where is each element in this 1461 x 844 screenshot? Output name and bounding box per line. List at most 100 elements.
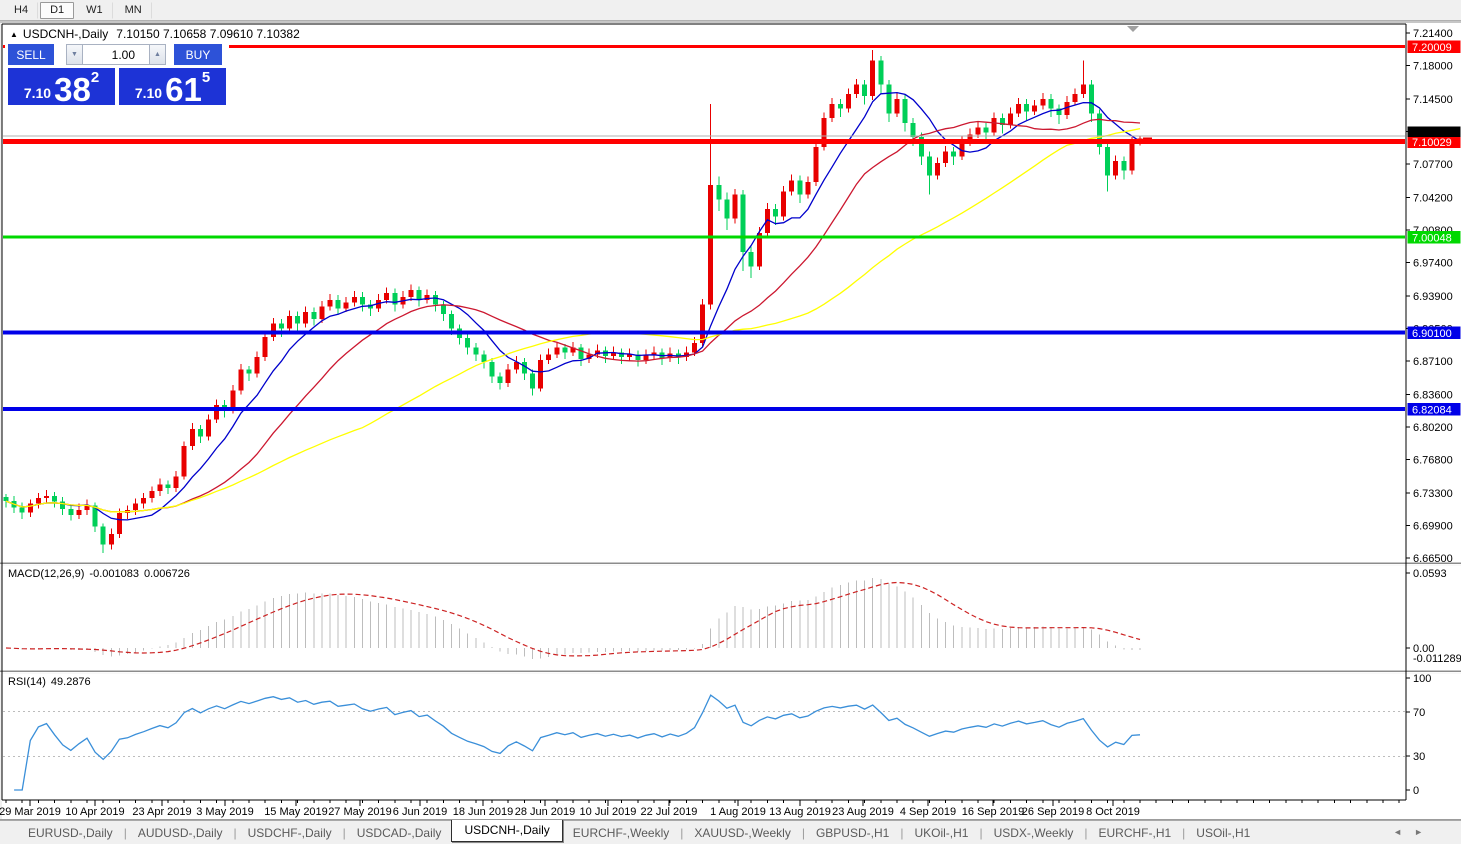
symbol-tab-ukoil-h1[interactable]: UKOil-,H1 bbox=[914, 825, 969, 840]
buy-price-small: 7.10 bbox=[134, 85, 163, 101]
symbol-tab-bar: EURUSD-,Daily | AUDUSD-,Daily | USDCHF-,Dail… bbox=[0, 819, 1461, 844]
rsi-value: 49.2876 bbox=[50, 676, 91, 688]
svg-text:7.20009: 7.20009 bbox=[1412, 42, 1452, 54]
volume-increase-button[interactable]: ▲ bbox=[149, 44, 166, 65]
symbol-tab-eurusd-daily[interactable]: EURUSD-,Daily bbox=[28, 825, 113, 840]
collapse-trade-panel-icon[interactable]: ▲ bbox=[10, 30, 18, 39]
rsi-name: RSI(14) bbox=[8, 676, 46, 688]
date-axis[interactable]: 29 Mar 2019 10 Apr 2019 23 Apr 2019 3 May 2… bbox=[0, 799, 1406, 818]
symbol-tab-usdx-weekly[interactable]: USDX-,Weekly bbox=[993, 825, 1074, 840]
macd-name: MACD(12,26,9) bbox=[8, 568, 85, 580]
svg-text:4 Sep 2019: 4 Sep 2019 bbox=[900, 806, 956, 818]
svg-text:28 Jun 2019: 28 Jun 2019 bbox=[515, 806, 576, 818]
buy-price-sup: 5 bbox=[201, 69, 211, 86]
symbol-tab-audusd-daily[interactable]: AUDUSD-,Daily bbox=[137, 825, 223, 840]
buy-button[interactable]: BUY bbox=[174, 44, 222, 65]
svg-text:6.83600: 6.83600 bbox=[1413, 389, 1453, 401]
tabs-scroll-left-icon[interactable]: ◄ bbox=[1393, 827, 1415, 837]
sell-price-small: 7.10 bbox=[23, 85, 52, 101]
svg-text:0.0593: 0.0593 bbox=[1413, 568, 1447, 580]
symbol-tab-usdcnh-daily[interactable]: USDCNH-,Daily bbox=[451, 819, 563, 842]
svg-text:30: 30 bbox=[1413, 751, 1425, 763]
sell-price-sup: 2 bbox=[90, 69, 100, 86]
chart-symbol-period: USDCNH-,Daily bbox=[22, 27, 109, 41]
timeframe-button-w1[interactable]: W1 bbox=[76, 1, 113, 19]
svg-text:6.69900: 6.69900 bbox=[1413, 520, 1453, 532]
timeframe-toolbar: H4 D1 W1 MN bbox=[0, 0, 1461, 21]
price-tag-6.82084 bbox=[1407, 402, 1461, 416]
buy-price-big: 61 bbox=[165, 70, 202, 108]
svg-text:16 Sep 2019: 16 Sep 2019 bbox=[962, 806, 1024, 818]
symbol-tab-gbpusd-h1[interactable]: GBPUSD-,H1 bbox=[815, 825, 890, 840]
svg-text:6 Jun 2019: 6 Jun 2019 bbox=[393, 806, 447, 818]
current-price-tag bbox=[1407, 126, 1461, 138]
chart-title: ▲ USDCNH-,Daily 7.10150 7.10658 7.09610 7.… bbox=[10, 27, 300, 41]
svg-text:6.87100: 6.87100 bbox=[1413, 356, 1453, 368]
svg-text:23 Apr 2019: 23 Apr 2019 bbox=[132, 806, 191, 818]
spinner-down-icon: ▼ bbox=[71, 51, 78, 58]
symbol-tab-xauusd-weekly[interactable]: XAUUSD-,Weekly bbox=[694, 825, 791, 840]
svg-text:6.93900: 6.93900 bbox=[1413, 291, 1453, 303]
price-tag-7.10029 bbox=[1407, 135, 1461, 149]
svg-text:7.21400: 7.21400 bbox=[1413, 28, 1453, 40]
svg-text:6.66500: 6.66500 bbox=[1413, 553, 1453, 565]
svg-text:1 Aug 2019: 1 Aug 2019 bbox=[710, 806, 766, 818]
macd-label: MACD(12,26,9) -0.001083 0.006726 bbox=[8, 568, 195, 580]
svg-text:6.97400: 6.97400 bbox=[1413, 258, 1453, 270]
svg-text:22 Jul 2019: 22 Jul 2019 bbox=[641, 806, 698, 818]
svg-text:6.82084: 6.82084 bbox=[1412, 404, 1452, 416]
svg-text:13 Aug 2019: 13 Aug 2019 bbox=[769, 806, 831, 818]
symbol-tabs: EURUSD-,Daily | AUDUSD-,Daily | USDCHF-,Dail… bbox=[18, 819, 1260, 842]
ma-slow-line bbox=[5, 127, 1141, 513]
sell-price-display[interactable]: 7.10 38 2 bbox=[8, 68, 115, 108]
one-click-trading-panel: SELL ▼ ▲ BUY 7.10 38 2 7.10 61 5 bbox=[5, 41, 229, 108]
symbol-tab-eurchf-weekly[interactable]: EURCHF-,Weekly bbox=[572, 825, 670, 840]
macd-signal-line bbox=[5, 581, 1141, 657]
svg-text:6.80200: 6.80200 bbox=[1413, 422, 1453, 434]
price-tag-7.20009 bbox=[1407, 40, 1461, 53]
symbol-tab-usdcad-daily[interactable]: USDCAD-,Daily bbox=[356, 825, 442, 840]
macd-histogram bbox=[13, 578, 1141, 660]
svg-text:0: 0 bbox=[1413, 785, 1419, 797]
svg-text:-0.011289: -0.011289 bbox=[1413, 653, 1461, 665]
sell-price-big: 38 bbox=[54, 70, 91, 108]
svg-text:3 May 2019: 3 May 2019 bbox=[196, 806, 253, 818]
sell-button[interactable]: SELL bbox=[8, 44, 54, 65]
svg-text:6.76800: 6.76800 bbox=[1413, 455, 1453, 467]
svg-text:7.07700: 7.07700 bbox=[1413, 159, 1453, 171]
spinner-up-icon: ▲ bbox=[154, 51, 161, 58]
chart-shift-icon[interactable] bbox=[1127, 26, 1139, 32]
volume-input[interactable] bbox=[83, 44, 149, 65]
timeframe-button-mn[interactable]: MN bbox=[115, 1, 152, 19]
svg-text:27 May 2019: 27 May 2019 bbox=[328, 806, 392, 818]
timeframe-button-h4[interactable]: H4 bbox=[4, 1, 39, 19]
rsi-line bbox=[14, 694, 1141, 791]
symbol-tab-eurchf-h1[interactable]: EURCHF-,H1 bbox=[1098, 825, 1172, 840]
tab-separator: | bbox=[342, 825, 346, 840]
symbol-tab-usdchf-daily[interactable]: USDCHF-,Daily bbox=[247, 825, 332, 840]
svg-text:15 May 2019: 15 May 2019 bbox=[264, 806, 328, 818]
tab-separator: | bbox=[801, 825, 805, 840]
tabs-scroll-right-icon[interactable]: ► bbox=[1414, 827, 1435, 837]
svg-text:6.90100: 6.90100 bbox=[1412, 328, 1452, 340]
symbol-tab-usoil-h1[interactable]: USOil-,H1 bbox=[1196, 825, 1251, 840]
price-tag-6.90100 bbox=[1407, 326, 1461, 339]
svg-text:26 Sep 2019: 26 Sep 2019 bbox=[1022, 806, 1084, 818]
svg-text:100: 100 bbox=[1413, 673, 1431, 685]
svg-text:70: 70 bbox=[1413, 707, 1425, 719]
volume-decrease-button[interactable]: ▼ bbox=[66, 44, 83, 65]
svg-text:7.10029: 7.10029 bbox=[1412, 137, 1452, 149]
tab-separator: | bbox=[680, 825, 684, 840]
price-tag-7.00048 bbox=[1407, 231, 1461, 244]
ma-medium-line bbox=[5, 118, 1141, 513]
macd-main-value: -0.001083 bbox=[89, 568, 139, 580]
tab-separator: | bbox=[900, 825, 904, 840]
tab-scroll-buttons: ◄► bbox=[1393, 827, 1435, 837]
svg-text:10 Apr 2019: 10 Apr 2019 bbox=[65, 806, 124, 818]
svg-text:7.14500: 7.14500 bbox=[1413, 94, 1453, 106]
svg-text:23 Aug 2019: 23 Aug 2019 bbox=[832, 806, 894, 818]
buy-price-display[interactable]: 7.10 61 5 bbox=[119, 68, 226, 108]
svg-text:7.00048: 7.00048 bbox=[1412, 233, 1452, 245]
svg-text:0.00: 0.00 bbox=[1413, 643, 1434, 655]
timeframe-button-d1[interactable]: D1 bbox=[40, 1, 75, 19]
